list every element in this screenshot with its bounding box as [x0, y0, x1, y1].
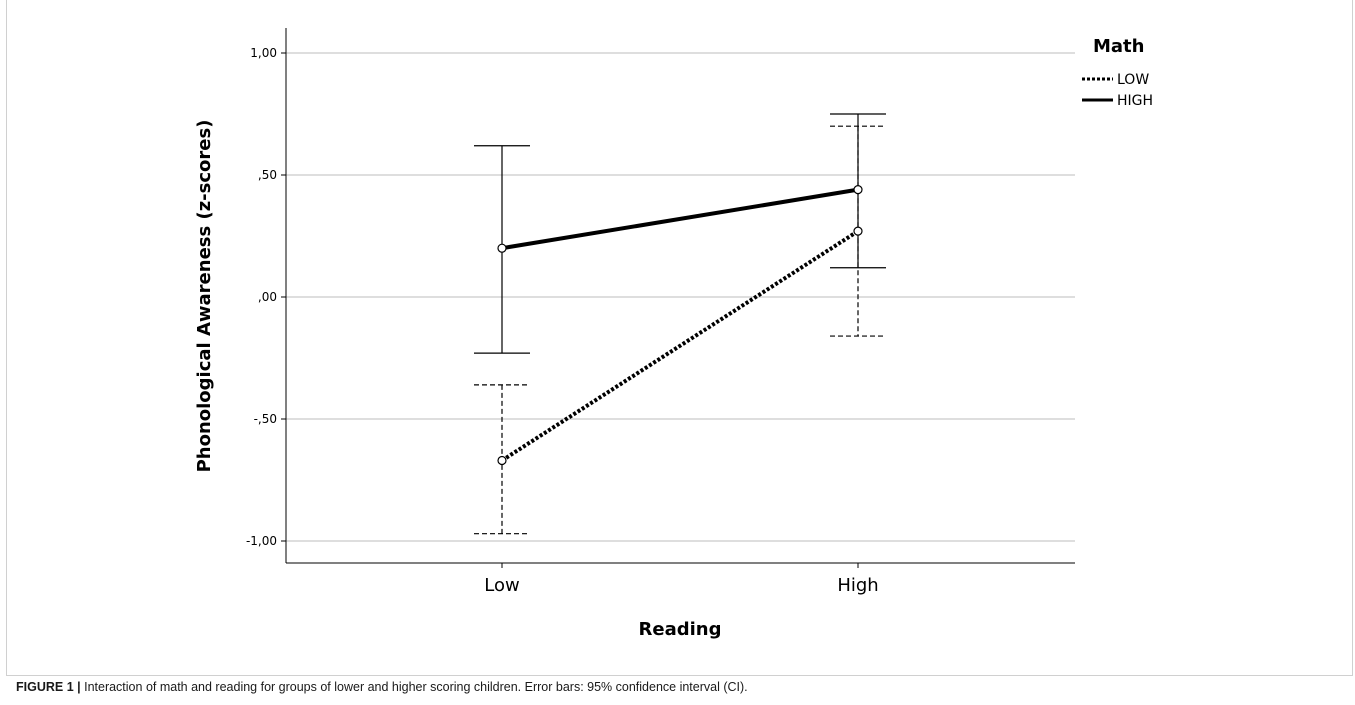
y-axis-title: Phonological Awareness (z-scores): [194, 120, 215, 473]
data-point-high: [497, 243, 507, 253]
legend-title: Math: [1093, 36, 1144, 57]
data-point-low: [853, 226, 863, 236]
caption-label: FIGURE 1 |: [16, 680, 81, 694]
y-tick-label: ,00: [258, 290, 277, 304]
chart: 1,00 ,50 ,00 -,50 -1,00 Low High Phonological…: [194, 28, 1153, 640]
y-tick-label: 1,00: [250, 46, 277, 60]
legend-label-low: LOW: [1117, 72, 1149, 88]
gridlines: [286, 52, 1075, 542]
figure-frame: [6, 0, 1353, 676]
y-tick-label: -,50: [254, 412, 277, 426]
figure-caption: FIGURE 1 | Interaction of math and readi…: [16, 680, 748, 694]
legend: Math LOW HIGH: [1082, 36, 1153, 109]
series-line-low: [500, 229, 860, 463]
caption-text: Interaction of math and reading for grou…: [80, 680, 748, 694]
y-tick-labels: 1,00 ,50 ,00 -,50 -1,00: [246, 46, 286, 548]
y-tick-label: -1,00: [246, 534, 277, 548]
data-points: [497, 185, 863, 466]
y-tick-label: ,50: [258, 168, 277, 182]
x-tick-labels: Low High: [484, 563, 879, 596]
x-tick-label: Low: [484, 575, 519, 596]
data-point-high: [853, 185, 863, 195]
x-axis-title: Reading: [639, 619, 722, 640]
x-tick-label: High: [837, 575, 878, 596]
axes: [285, 28, 1075, 564]
series-line-high: [501, 187, 859, 251]
error-bars: [474, 113, 886, 535]
data-point-low: [497, 455, 507, 466]
legend-label-high: HIGH: [1117, 93, 1153, 109]
series-lines: [500, 187, 860, 463]
